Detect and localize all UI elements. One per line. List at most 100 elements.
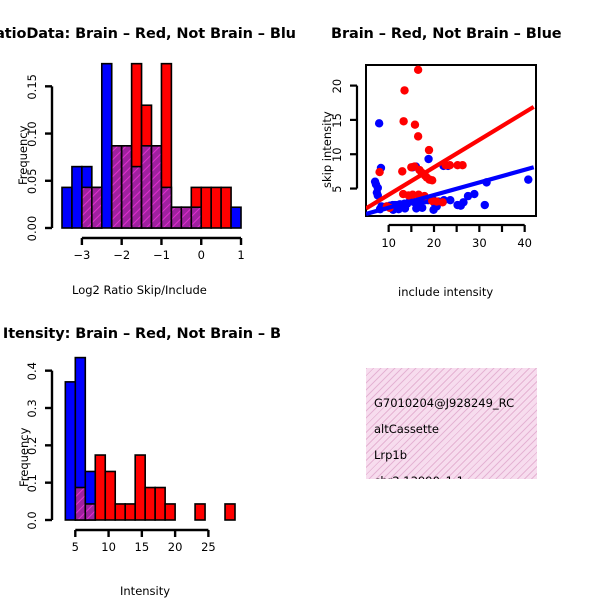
hatch-pattern-background <box>366 368 537 479</box>
y-tick-label: 5 <box>330 185 344 192</box>
x-tick-label: 1 <box>237 248 244 262</box>
scatter-point <box>446 196 455 205</box>
histogram-bar-overlap <box>170 206 183 229</box>
scatter-point <box>400 204 410 213</box>
histogram-bar <box>164 503 176 521</box>
scatter-point <box>413 132 423 141</box>
panel-ratio-histogram: RatioData: Brain – Red, Not Brain – Blu … <box>0 0 300 300</box>
info-line-gene-symbol: Lrp1b <box>374 448 408 462</box>
x-tick-label: 25 <box>201 540 216 554</box>
intensity-scatter-plot: 5 10 15 20 10 20 30 40 <box>330 64 537 250</box>
scatter-point <box>410 120 420 129</box>
histogram-bar <box>210 186 222 229</box>
panel-gene-intensity-histogram: ne Itensity: Brain – Red, Not Brain – B … <box>0 300 300 600</box>
scatter-point <box>480 200 489 210</box>
plot-frame <box>365 64 537 217</box>
histogram-bar-overlap <box>180 206 193 229</box>
histogram-bar <box>220 186 232 229</box>
info-line-event-type: altCassette <box>374 422 439 436</box>
x-tick-label: 5 <box>72 540 79 554</box>
x-tick-label: 20 <box>427 236 442 250</box>
histogram-bar-overlap <box>81 186 93 229</box>
x-tick-label: −2 <box>113 248 130 262</box>
histogram-bar <box>200 186 212 229</box>
y-tick-label: 20 <box>330 79 344 94</box>
trend-line <box>366 165 535 216</box>
gene-info-box: G7010204@J928249_RC altCassette Lrp1b ch… <box>366 368 537 479</box>
y-tick-label: 0.3 <box>25 399 39 417</box>
x-axis-label-intensity-scatter: include intensity <box>398 285 494 299</box>
scatter-point <box>374 119 384 128</box>
scatter-point <box>424 154 433 164</box>
panel-title-intensity-scatter: Brain – Red, Not Brain – Blue <box>331 26 562 42</box>
x-tick-label: −1 <box>153 248 170 262</box>
y-tick-label: 10 <box>330 147 344 162</box>
x-tick-label: 20 <box>168 540 183 554</box>
scatter-point <box>459 198 468 207</box>
y-tick-label: 0.00 <box>25 216 39 242</box>
scatter-point <box>413 65 423 75</box>
info-line-locus: chr2.13990–1.1 <box>374 468 537 479</box>
scatter-point <box>375 167 384 177</box>
panel-intensity-scatter: Brain – Red, Not Brain – Blue include in… <box>300 0 600 300</box>
histogram-bar <box>124 503 136 521</box>
histogram-bar-overlap <box>74 486 87 521</box>
scatter-point <box>398 167 407 176</box>
y-tick-label: 0.1 <box>25 474 39 492</box>
panel-gene-info: G7010204@J928249_RC altCassette Lrp1b ch… <box>300 300 600 600</box>
histogram-bar <box>194 503 206 521</box>
histogram-bar <box>64 381 77 521</box>
y-tick-label: 0.05 <box>25 168 39 194</box>
scatter-point <box>438 198 447 207</box>
scatter-point <box>463 191 473 201</box>
histogram-bar <box>100 62 113 229</box>
x-tick-label: −3 <box>73 248 90 262</box>
histogram-bar <box>114 503 127 521</box>
histogram-bar-overlap <box>160 186 173 229</box>
histogram-bar <box>134 454 146 521</box>
histogram-bar <box>61 186 73 229</box>
y-tick-label: 0.4 <box>25 362 39 380</box>
x-axis-label-ratio-histogram: Log2 Ratio Skip/Include <box>72 283 207 297</box>
y-tick-label: 0.0 <box>25 511 39 529</box>
histogram-bar-overlap <box>150 145 163 229</box>
scatter-point <box>373 191 382 200</box>
histogram-bar <box>104 470 117 521</box>
panel-title-ratio-histogram: RatioData: Brain – Red, Not Brain – Blu <box>0 26 296 42</box>
info-line-probe-id: G7010204@J928249_RC <box>374 396 515 410</box>
histogram-bar-overlap <box>110 145 123 229</box>
histogram-bar <box>71 165 83 229</box>
scatter-point <box>458 161 467 170</box>
trend-line <box>366 105 535 211</box>
histogram-bar-overlap <box>140 145 153 229</box>
histogram-bar <box>230 206 242 229</box>
histogram-bar-overlap <box>190 206 203 229</box>
scatter-point <box>470 189 479 199</box>
histogram-bar-overlap <box>91 186 103 229</box>
y-axis-label-ratio-histogram: Frequency <box>16 125 30 185</box>
scatter-point <box>400 86 409 95</box>
ratio-histogram-plot: 0.00 0.05 0.10 0.15 −3 −2 −1 0 1 <box>25 62 245 262</box>
histogram-bar <box>224 503 236 521</box>
y-tick-label: 0.10 <box>25 121 39 147</box>
histogram-bar <box>144 486 156 521</box>
y-axis-label-gene-intensity-histogram: Frequency <box>17 427 31 487</box>
y-axis-label-intensity-scatter: skip intensity <box>320 111 334 188</box>
gene-intensity-histogram-plot: 0.0 0.1 0.2 0.3 0.4 5 10 15 20 25 <box>25 356 236 554</box>
y-tick-label: 15 <box>330 113 344 128</box>
scatter-point <box>418 203 427 212</box>
scatter-point <box>429 205 438 215</box>
histogram-bar <box>94 454 107 521</box>
scatter-point <box>424 145 434 155</box>
x-tick-label: 0 <box>198 248 205 262</box>
x-tick-label: 30 <box>472 236 487 250</box>
scatter-content <box>366 65 535 216</box>
panel-title-gene-intensity-histogram: ne Itensity: Brain – Red, Not Brain – B <box>0 326 281 342</box>
scatter-point <box>399 117 408 126</box>
x-tick-label: 40 <box>517 236 532 250</box>
histogram-bar-overlap <box>130 165 143 229</box>
histogram-bar-overlap <box>120 145 133 229</box>
x-tick-label: 10 <box>101 540 116 554</box>
x-axis-label-gene-intensity-histogram: Intensity <box>120 584 171 598</box>
